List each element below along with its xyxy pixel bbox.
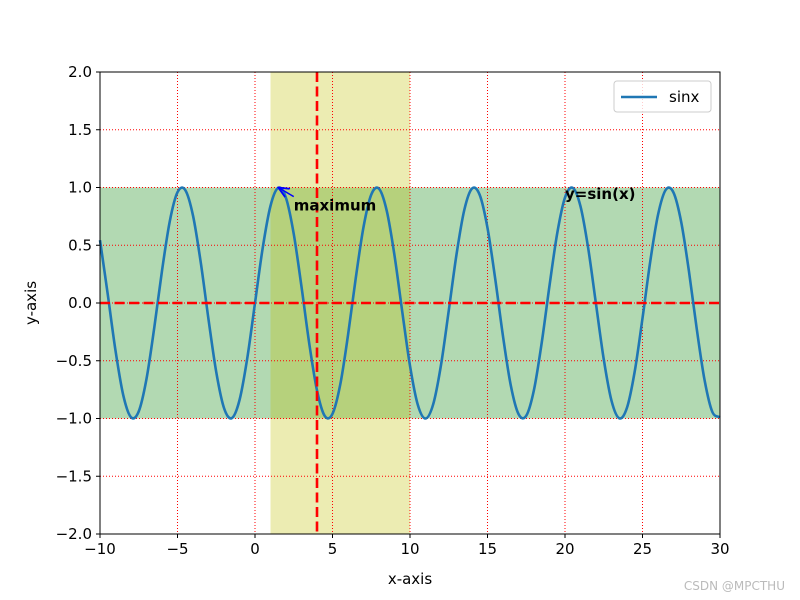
x-tick-label: −10 (84, 540, 116, 558)
y-tick-label: 0.0 (68, 294, 92, 312)
y-tick-label: 0.5 (68, 236, 92, 254)
axes-frame (99, 71, 721, 535)
watermark: CSDN @MPCTHU (684, 579, 785, 593)
y-axis-label: y-axis (22, 281, 40, 325)
x-tick-label: 25 (633, 540, 652, 558)
x-tick-label: 30 (710, 540, 729, 558)
x-axis-label: x-axis (388, 570, 433, 588)
y-tick-label: −0.5 (56, 352, 92, 370)
legend: sinx (613, 80, 712, 113)
annotation-text: y=sin(x) (565, 185, 635, 203)
y-tick-label: −2.0 (56, 525, 92, 543)
y-tick-label: −1.5 (56, 467, 92, 485)
x-tick-label: −5 (166, 540, 188, 558)
legend-label: sinx (669, 88, 699, 106)
x-tick-label: 0 (250, 540, 260, 558)
line-series (98, 186, 721, 420)
x-tick-label: 20 (555, 540, 574, 558)
y-tick-label: 1.5 (68, 121, 92, 139)
legend-box (613, 80, 712, 113)
x-tick-label: 15 (478, 540, 497, 558)
y-tick-label: −1.0 (56, 410, 92, 428)
x-tick-label: 5 (328, 540, 338, 558)
y-tick-label: 2.0 (68, 63, 92, 81)
x-tick-label: 10 (400, 540, 419, 558)
y-tick-label: 1.0 (68, 179, 92, 197)
annotation-arrow (278, 188, 295, 197)
annotation-text: maximum (294, 197, 377, 215)
